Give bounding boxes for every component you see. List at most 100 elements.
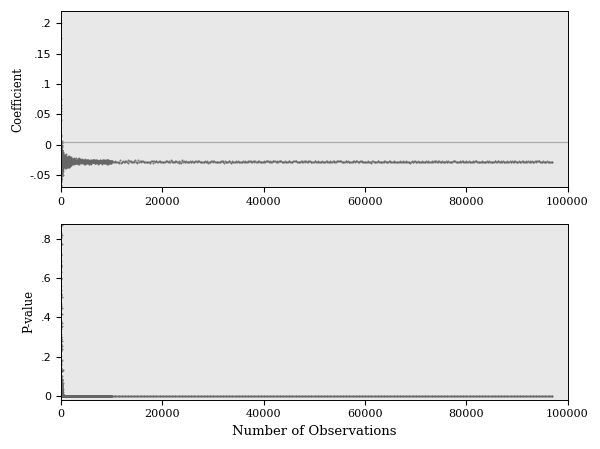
Point bbox=[100, 392, 109, 399]
Point bbox=[487, 392, 496, 399]
Point bbox=[61, 392, 70, 399]
Point bbox=[66, 392, 76, 399]
Point bbox=[202, 392, 211, 399]
Point bbox=[62, 392, 72, 399]
Point bbox=[61, 392, 71, 399]
Point bbox=[410, 392, 419, 399]
Point bbox=[56, 234, 66, 242]
Point bbox=[64, 162, 73, 169]
Point bbox=[521, 158, 530, 165]
Point bbox=[61, 392, 70, 399]
Point bbox=[62, 159, 71, 167]
Point bbox=[59, 392, 69, 399]
Point bbox=[64, 392, 73, 399]
Point bbox=[58, 152, 67, 159]
Point bbox=[64, 392, 74, 399]
Point bbox=[504, 392, 514, 399]
Point bbox=[63, 158, 73, 165]
Point bbox=[88, 392, 97, 399]
Point bbox=[61, 392, 71, 399]
Point bbox=[57, 386, 67, 393]
Point bbox=[57, 383, 67, 390]
Point bbox=[59, 161, 69, 168]
Point bbox=[57, 319, 67, 326]
Point bbox=[479, 392, 489, 399]
Point bbox=[83, 158, 92, 165]
Point bbox=[212, 158, 222, 165]
Point bbox=[56, 35, 66, 42]
Point bbox=[352, 158, 362, 165]
Point bbox=[487, 158, 496, 165]
Point bbox=[257, 392, 267, 399]
Point bbox=[64, 159, 74, 166]
Point bbox=[73, 157, 82, 164]
Point bbox=[235, 392, 244, 399]
Point bbox=[66, 392, 76, 399]
Point bbox=[283, 392, 292, 399]
Point bbox=[75, 156, 85, 163]
Point bbox=[103, 156, 113, 163]
Point bbox=[94, 392, 103, 399]
Point bbox=[146, 158, 156, 165]
Point bbox=[93, 392, 103, 399]
Point bbox=[63, 392, 73, 399]
Point bbox=[85, 392, 95, 399]
Point bbox=[58, 160, 68, 167]
Point bbox=[70, 392, 80, 399]
Point bbox=[505, 158, 515, 165]
Point bbox=[64, 392, 73, 399]
Point bbox=[61, 392, 70, 399]
Point bbox=[252, 158, 262, 166]
Point bbox=[78, 157, 88, 164]
Point bbox=[315, 392, 325, 399]
Point bbox=[95, 158, 105, 165]
Point bbox=[64, 161, 74, 168]
Point bbox=[60, 392, 70, 399]
Point bbox=[213, 392, 223, 399]
Point bbox=[60, 392, 70, 399]
Point bbox=[133, 156, 143, 163]
Point bbox=[66, 153, 76, 160]
Point bbox=[59, 392, 68, 399]
Point bbox=[61, 159, 71, 166]
Point bbox=[56, 156, 66, 163]
Point bbox=[260, 392, 269, 399]
Point bbox=[374, 158, 384, 165]
Point bbox=[77, 392, 86, 399]
Point bbox=[201, 392, 211, 399]
Point bbox=[60, 154, 70, 162]
Point bbox=[57, 382, 67, 389]
Point bbox=[57, 153, 67, 160]
Point bbox=[59, 392, 69, 399]
Point bbox=[440, 158, 449, 166]
Point bbox=[497, 158, 507, 166]
Point bbox=[64, 160, 73, 167]
Point bbox=[59, 392, 68, 399]
Point bbox=[140, 158, 149, 165]
Point bbox=[80, 160, 89, 167]
Point bbox=[85, 159, 95, 166]
Point bbox=[58, 162, 68, 169]
Point bbox=[57, 163, 67, 171]
Point bbox=[56, 175, 66, 182]
Point bbox=[420, 158, 430, 165]
Point bbox=[347, 392, 356, 399]
Point bbox=[58, 162, 67, 169]
Point bbox=[203, 158, 212, 165]
Point bbox=[95, 392, 104, 399]
Point bbox=[64, 158, 74, 166]
Point bbox=[56, 177, 66, 185]
Point bbox=[74, 392, 83, 399]
Point bbox=[412, 158, 422, 165]
Point bbox=[56, 145, 66, 152]
Point bbox=[78, 158, 88, 165]
Point bbox=[65, 157, 74, 164]
Point bbox=[395, 392, 405, 399]
Point bbox=[544, 392, 553, 399]
Point bbox=[62, 392, 71, 399]
Point bbox=[60, 392, 70, 399]
Point bbox=[61, 392, 70, 399]
Point bbox=[140, 392, 150, 399]
Point bbox=[57, 387, 67, 394]
Point bbox=[119, 392, 128, 399]
